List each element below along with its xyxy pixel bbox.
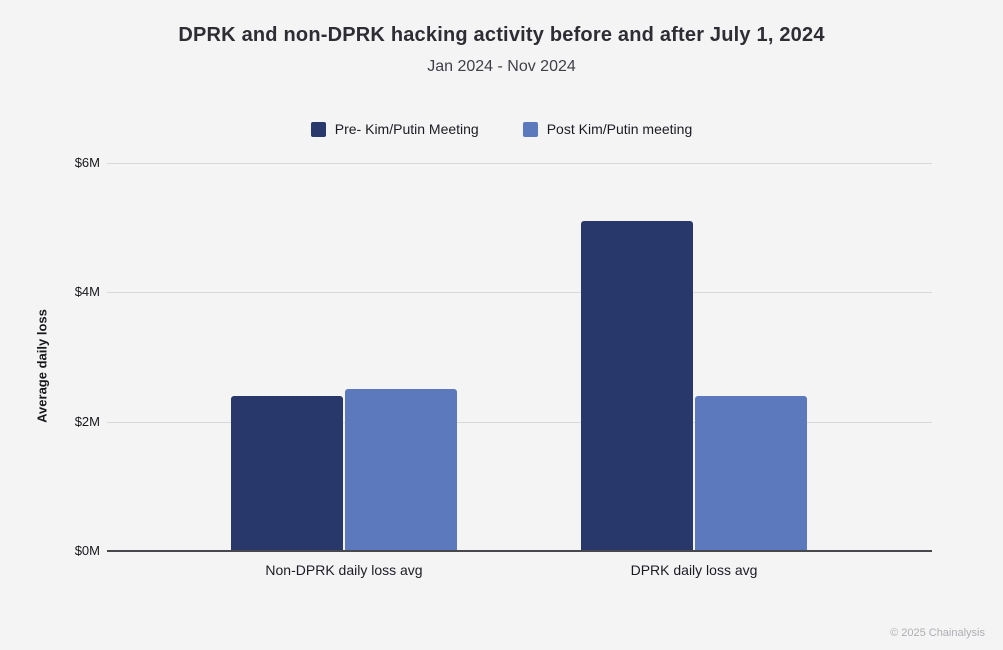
- chart-title: DPRK and non-DPRK hacking activity befor…: [178, 24, 825, 46]
- plot-area: [107, 163, 932, 552]
- footer-credit: © 2025 Chainalysis: [890, 627, 985, 639]
- bar-pre-non-dprk: [231, 395, 343, 551]
- x-axis-line: [107, 550, 932, 552]
- legend-item-pre: Pre- Kim/Putin Meeting: [310, 121, 479, 137]
- y-tick-label: $2M: [74, 413, 100, 429]
- y-tick-label: $0M: [74, 543, 100, 558]
- bar-post-non-dprk: [345, 389, 457, 551]
- y-tick-label: $6M: [74, 155, 100, 170]
- x-axis-labels: Non-DPRK daily loss avg DPRK daily loss a…: [107, 562, 932, 582]
- bar-post-dprk: [695, 395, 807, 551]
- legend-label-post: Post Kim/Putin meeting: [546, 121, 693, 137]
- x-axis-label: Non-DPRK daily loss avg: [265, 562, 423, 578]
- legend-item-post: Post Kim/Putin meeting: [522, 121, 693, 137]
- y-tick-label: $4M: [74, 284, 100, 300]
- bar-pre-dprk: [581, 221, 693, 551]
- gridline-4m: [107, 292, 932, 294]
- legend-label-pre: Pre- Kim/Putin Meeting: [334, 121, 479, 137]
- gridline-6m: [107, 163, 932, 164]
- chart-subtitle: Jan 2024 - Nov 2024: [427, 58, 576, 75]
- gridline-2m: [107, 421, 932, 423]
- y-axis-ticks: $0M $2M $4M $6M: [0, 155, 100, 558]
- legend-swatch-post-icon: [522, 121, 538, 137]
- legend: Pre- Kim/Putin Meeting Post Kim/Putin me…: [0, 121, 1003, 137]
- x-axis-label: DPRK daily loss avg: [630, 562, 758, 578]
- legend-swatch-pre-icon: [310, 121, 326, 137]
